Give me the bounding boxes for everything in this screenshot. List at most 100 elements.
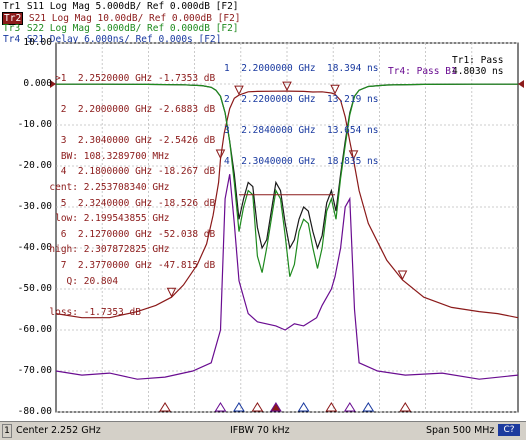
channel-indicator[interactable]: 1 xyxy=(2,424,12,438)
trace-id[interactable]: Tr3 xyxy=(3,23,21,34)
marker-freq: 2.3770000 GHz xyxy=(77,260,153,272)
y-tick-label: 10.00 xyxy=(23,37,52,48)
s21-marker-row: 4 2.1800000 GHz -18.267 dB xyxy=(55,167,215,177)
marker-freq: 2.2000000 GHz xyxy=(241,62,316,74)
marker-freq: 2.2000000 GHz xyxy=(77,104,153,116)
trace-line-2[interactable]: Tr2 S21 Log Mag 10.00dB/ Ref 0.000dB [F2… xyxy=(2,12,241,25)
bw-key: high: xyxy=(49,244,78,256)
grid xyxy=(55,42,519,413)
calibration-status[interactable]: C? xyxy=(498,424,520,436)
y-tick-label: -40.00 xyxy=(17,242,52,253)
overlay-markers xyxy=(50,80,524,412)
marker-num: 3 xyxy=(60,135,67,147)
y-tick-label: -10.00 xyxy=(17,119,52,130)
bw-key: BW: xyxy=(60,150,78,162)
marker-value: -1.7353 dB xyxy=(158,72,216,84)
center-frequency[interactable]: Center 2.252 GHz xyxy=(16,425,101,436)
s21-marker-table: >1 2.2520000 GHz -1.7353 dB 2 2.2000000 … xyxy=(55,53,215,292)
marker-freq: 2.3040000 GHz xyxy=(77,135,153,147)
bw-row: Q: 20.804 xyxy=(28,275,170,287)
bw-value: 2.253708340 GHz xyxy=(83,182,170,194)
s21-marker-triangle xyxy=(215,149,226,160)
s21-marker-row: 2 2.2000000 GHz -2.6883 dB xyxy=(55,104,215,116)
y-tick-label: -70.00 xyxy=(17,365,52,376)
pass-tr1-value: 4.8030 ns xyxy=(452,66,504,77)
delay-marker-row: 4 2.3040000 GHz 18.835 ns xyxy=(224,157,378,167)
s21-marker-row: 6 2.1270000 GHz -52.038 dB xyxy=(55,228,216,240)
span-frequency[interactable]: Span 500 MHz xyxy=(426,425,495,436)
delay-marker-row: 2 2.2200000 GHz 13.219 ns xyxy=(224,94,379,106)
marker-value: 13.219 ns xyxy=(327,94,379,106)
bw-value: -1.7353 dB xyxy=(83,306,141,318)
bottom-limit-marker xyxy=(214,402,227,412)
marker-num: 2 xyxy=(60,104,67,116)
marker-value: 13.654 ns xyxy=(327,125,379,137)
s21-marker-triangle xyxy=(282,81,292,92)
pass-tr4: Tr4: Pass B1 xyxy=(388,66,457,77)
bw-value: 108.3289700 MHz xyxy=(83,150,170,162)
bw-value: 20.804 xyxy=(83,275,119,287)
marker-value: 18.835 ns xyxy=(327,156,379,168)
bottom-limit-marker xyxy=(159,402,171,412)
bw-value: 2.199543855 GHz xyxy=(83,213,170,225)
s21-marker-row: 3 2.3040000 GHz -2.5426 dB xyxy=(55,136,215,146)
bottom-limit-marker xyxy=(270,402,282,412)
marker-freq: 2.3040000 GHz xyxy=(241,156,316,168)
marker-num: 2 xyxy=(224,94,230,106)
trace-id[interactable]: Tr4 xyxy=(3,34,21,45)
y-tick-label: -30.00 xyxy=(17,201,52,212)
if-bandwidth[interactable]: IFBW 70 kHz xyxy=(230,425,290,436)
trace-id[interactable]: Tr2 xyxy=(2,12,24,25)
marker-num: 4 xyxy=(60,166,67,178)
marker-num: 6 xyxy=(60,228,67,240)
marker-freq: 2.2840000 GHz xyxy=(241,125,316,137)
bottom-limit-marker xyxy=(325,402,338,412)
s21-marker-row: 5 2.3240000 GHz -18.526 dB xyxy=(55,197,216,209)
status-bar: 1 Center 2.252 GHz IFBW 70 kHz Span 500 … xyxy=(0,421,526,440)
s21-marker-row: 7 2.3770000 GHz -47.815 dB xyxy=(55,260,216,272)
bw-key: Q: xyxy=(66,275,78,287)
marker-freq: 2.2520000 GHz xyxy=(77,72,153,84)
trace-label: S21 Delay 6.000ns/ Ref 0.000s [F2] xyxy=(26,34,222,45)
bw-key: low: xyxy=(55,213,78,225)
s21-marker-triangle xyxy=(348,150,359,160)
marker-value: -52.038 dB xyxy=(158,228,216,240)
bw-row: low: 2.199543855 GHz xyxy=(28,213,170,225)
marker-num: 5 xyxy=(60,197,67,209)
marker-num: 7 xyxy=(60,260,67,272)
bottom-limit-marker xyxy=(399,402,412,412)
trace-label: S22 Log Mag 5.000dB/ Ref 0.000dB [F2] xyxy=(26,23,239,34)
bottom-limit-marker xyxy=(297,402,310,412)
bw-row: cent: 2.253708340 GHz xyxy=(28,182,170,194)
delay-marker-table: 1 2.2000000 GHz 18.394 ns 2 2.2200000 GH… xyxy=(224,43,378,189)
trace-header: Tr1 S11 Log Mag 5.000dB/ Ref 0.000dB [F2… xyxy=(0,0,526,45)
marker-value: -18.526 dB xyxy=(158,197,216,209)
ref-level-arrow-right xyxy=(518,80,524,88)
bottom-limit-marker xyxy=(362,402,375,412)
bottom-limit-marker xyxy=(343,402,356,412)
y-tick-label: 0.000 xyxy=(23,78,52,89)
bw-row: high: 2.307872825 GHz xyxy=(28,244,170,256)
bandwidth-stats: BW: 108.3289700 MHz cent: 2.253708340 GH… xyxy=(28,131,170,339)
y-tick-label: -80.00 xyxy=(17,406,52,417)
trace-line-4[interactable]: Tr4 S21 Delay 6.000ns/ Ref 0.000s [F2] xyxy=(2,34,221,45)
marker-value: -47.815 dB xyxy=(158,260,216,272)
delay-marker-row: 1 2.2000000 GHz 18.394 ns xyxy=(224,62,379,74)
s21-marker-triangle xyxy=(166,287,177,298)
bw-value: 2.307872825 GHz xyxy=(83,244,170,256)
bw-row: BW: 108.3289700 MHz xyxy=(28,150,170,162)
s21-marker-triangle xyxy=(234,85,244,96)
marker-value: -2.5426 dB xyxy=(158,135,216,147)
series-line-s22 xyxy=(56,83,518,277)
trace-line-1[interactable]: Tr1 S11 Log Mag 5.000dB/ Ref 0.000dB [F2… xyxy=(2,1,239,12)
y-tick-label: -20.00 xyxy=(17,160,52,171)
trace-label: S21 Log Mag 10.00dB/ Ref 0.000dB [F2] xyxy=(28,13,241,24)
trace-id[interactable]: Tr1 xyxy=(3,1,21,12)
trace-line-3[interactable]: Tr3 S22 Log Mag 5.000dB/ Ref 0.000dB [F2… xyxy=(2,23,239,34)
bottom-limit-marker xyxy=(233,402,245,412)
marker-num: 3 xyxy=(224,125,230,137)
marker-value: 18.394 ns xyxy=(327,62,379,74)
marker-freq: 2.1800000 GHz xyxy=(77,166,153,178)
